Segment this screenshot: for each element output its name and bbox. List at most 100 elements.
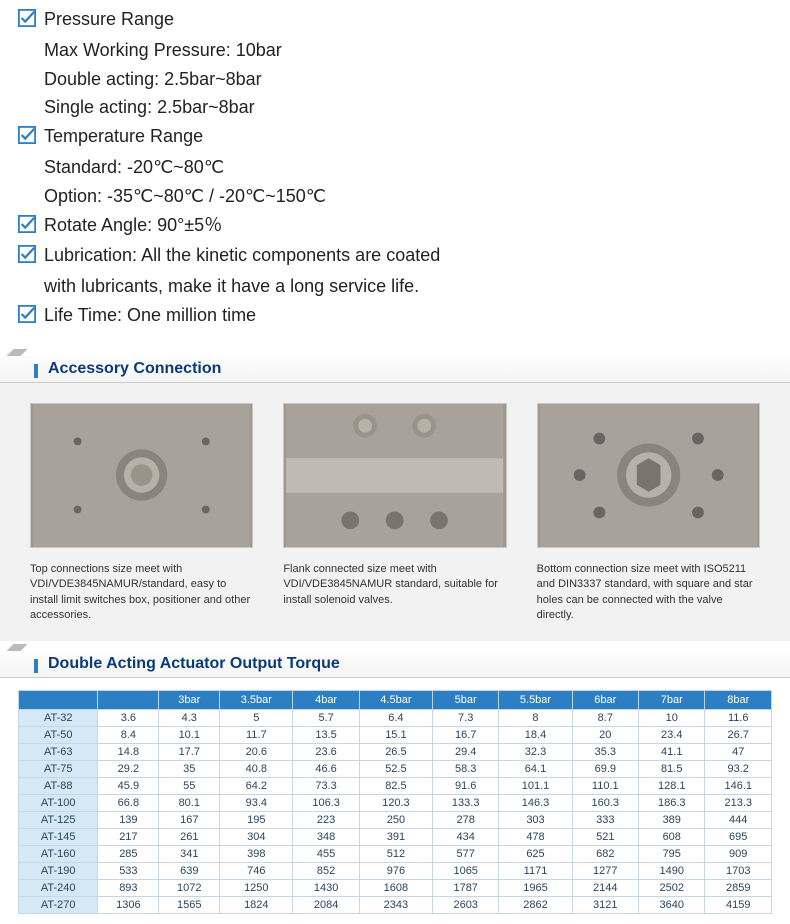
value-cell: 3.6 [98, 710, 159, 727]
pressure-range-title: Pressure Range [44, 5, 174, 34]
value-cell: 7.3 [432, 710, 498, 727]
value-cell: 250 [359, 812, 432, 829]
value-cell: 11.7 [220, 727, 293, 744]
value-cell: 455 [293, 846, 359, 863]
value-cell: 146.3 [499, 795, 572, 812]
model-cell: AT-50 [19, 727, 98, 744]
torque-section-header: Double Acting Actuator Output Torque [0, 651, 790, 678]
value-cell: 35.3 [572, 744, 638, 761]
value-cell: 639 [159, 863, 220, 880]
value-cell: 341 [159, 846, 220, 863]
check-icon [18, 126, 36, 144]
value-cell: 223 [293, 812, 359, 829]
value-cell: 160.3 [572, 795, 638, 812]
value-cell: 110.1 [572, 778, 638, 795]
accessory-caption: Top connections size meet with VDI/VDE38… [30, 562, 253, 624]
value-cell: 1490 [639, 863, 705, 880]
accessory-section-header: Accessory Connection [0, 356, 790, 383]
check-icon [18, 9, 36, 27]
torque-col-header: 4bar [293, 691, 359, 710]
torque-heading: Double Acting Actuator Output Torque [0, 651, 790, 678]
torque-col-header: 5.5bar [499, 691, 572, 710]
value-cell: 8 [499, 710, 572, 727]
torque-col-header: 6bar [572, 691, 638, 710]
value-cell: 521 [572, 829, 638, 846]
value-cell: 333 [572, 812, 638, 829]
value-cell: 106.3 [293, 795, 359, 812]
value-cell: 81.5 [639, 761, 705, 778]
value-cell: 69.9 [572, 761, 638, 778]
torque-col-header [19, 691, 98, 710]
value-cell: 608 [639, 829, 705, 846]
torque-col-header: 8bar [705, 691, 772, 710]
value-cell: 5 [220, 710, 293, 727]
value-cell: 41.1 [639, 744, 705, 761]
value-cell: 29.2 [98, 761, 159, 778]
value-cell: 512 [359, 846, 432, 863]
torque-header-row: 3bar3.5bar4bar4.5bar5bar5.5bar6bar7bar8b… [19, 691, 772, 710]
value-cell: 746 [220, 863, 293, 880]
table-row: AT-323.64.355.76.47.388.71011.6 [19, 710, 772, 727]
value-cell: 35 [159, 761, 220, 778]
value-cell: 533 [98, 863, 159, 880]
value-cell: 285 [98, 846, 159, 863]
table-row: AT-7529.23540.846.652.558.364.169.981.59… [19, 761, 772, 778]
value-cell: 893 [98, 880, 159, 897]
value-cell: 20 [572, 727, 638, 744]
value-cell: 577 [432, 846, 498, 863]
value-cell: 303 [499, 812, 572, 829]
accessory-column: Bottom connection size meet with ISO5211… [537, 403, 760, 624]
value-cell: 23.4 [639, 727, 705, 744]
value-cell: 1703 [705, 863, 772, 880]
torque-col-header [98, 691, 159, 710]
value-cell: 909 [705, 846, 772, 863]
torque-col-header: 4.5bar [359, 691, 432, 710]
value-cell: 1072 [159, 880, 220, 897]
value-cell: 1965 [499, 880, 572, 897]
value-cell: 6.4 [359, 710, 432, 727]
value-cell: 14.8 [98, 744, 159, 761]
value-cell: 478 [499, 829, 572, 846]
value-cell: 93.4 [220, 795, 293, 812]
value-cell: 29.4 [432, 744, 498, 761]
torque-table: 3bar3.5bar4bar4.5bar5bar5.5bar6bar7bar8b… [18, 690, 772, 914]
value-cell: 1171 [499, 863, 572, 880]
model-cell: AT-270 [19, 897, 98, 914]
torque-col-header: 7bar [639, 691, 705, 710]
value-cell: 52.5 [359, 761, 432, 778]
accessory-column: Flank connected size meet with VDI/VDE38… [283, 403, 506, 624]
value-cell: 4.3 [159, 710, 220, 727]
value-cell: 195 [220, 812, 293, 829]
value-cell: 15.1 [359, 727, 432, 744]
value-cell: 64.2 [220, 778, 293, 795]
rotate-angle: Rotate Angle: 90°±5％ [44, 211, 222, 240]
temperature-range-title: Temperature Range [44, 122, 203, 151]
accessory-column: Top connections size meet with VDI/VDE38… [30, 403, 253, 624]
model-cell: AT-88 [19, 778, 98, 795]
value-cell: 1565 [159, 897, 220, 914]
value-cell: 4159 [705, 897, 772, 914]
value-cell: 2862 [499, 897, 572, 914]
accessory-caption: Flank connected size meet with VDI/VDE38… [283, 562, 506, 608]
value-cell: 13.5 [293, 727, 359, 744]
model-cell: AT-145 [19, 829, 98, 846]
model-cell: AT-75 [19, 761, 98, 778]
value-cell: 348 [293, 829, 359, 846]
pressure-single: Single acting: 2.5bar~8bar [44, 93, 772, 122]
value-cell: 91.6 [432, 778, 498, 795]
lubrication-line2: with lubricants, make it have a long ser… [44, 272, 772, 301]
accessory-caption: Bottom connection size meet with ISO5211… [537, 562, 760, 624]
temperature-option: Option: -35℃~80℃ / -20℃~150℃ [44, 182, 772, 211]
value-cell: 8.4 [98, 727, 159, 744]
value-cell: 46.6 [293, 761, 359, 778]
value-cell: 26.7 [705, 727, 772, 744]
table-row: AT-1905336397468529761065117112771490170… [19, 863, 772, 880]
check-icon [18, 245, 36, 263]
value-cell: 10 [639, 710, 705, 727]
model-cell: AT-240 [19, 880, 98, 897]
model-cell: AT-100 [19, 795, 98, 812]
table-row: AT-2701306156518242084234326032862312136… [19, 897, 772, 914]
value-cell: 18.4 [499, 727, 572, 744]
value-cell: 10.1 [159, 727, 220, 744]
table-row: AT-508.410.111.713.515.116.718.42023.426… [19, 727, 772, 744]
